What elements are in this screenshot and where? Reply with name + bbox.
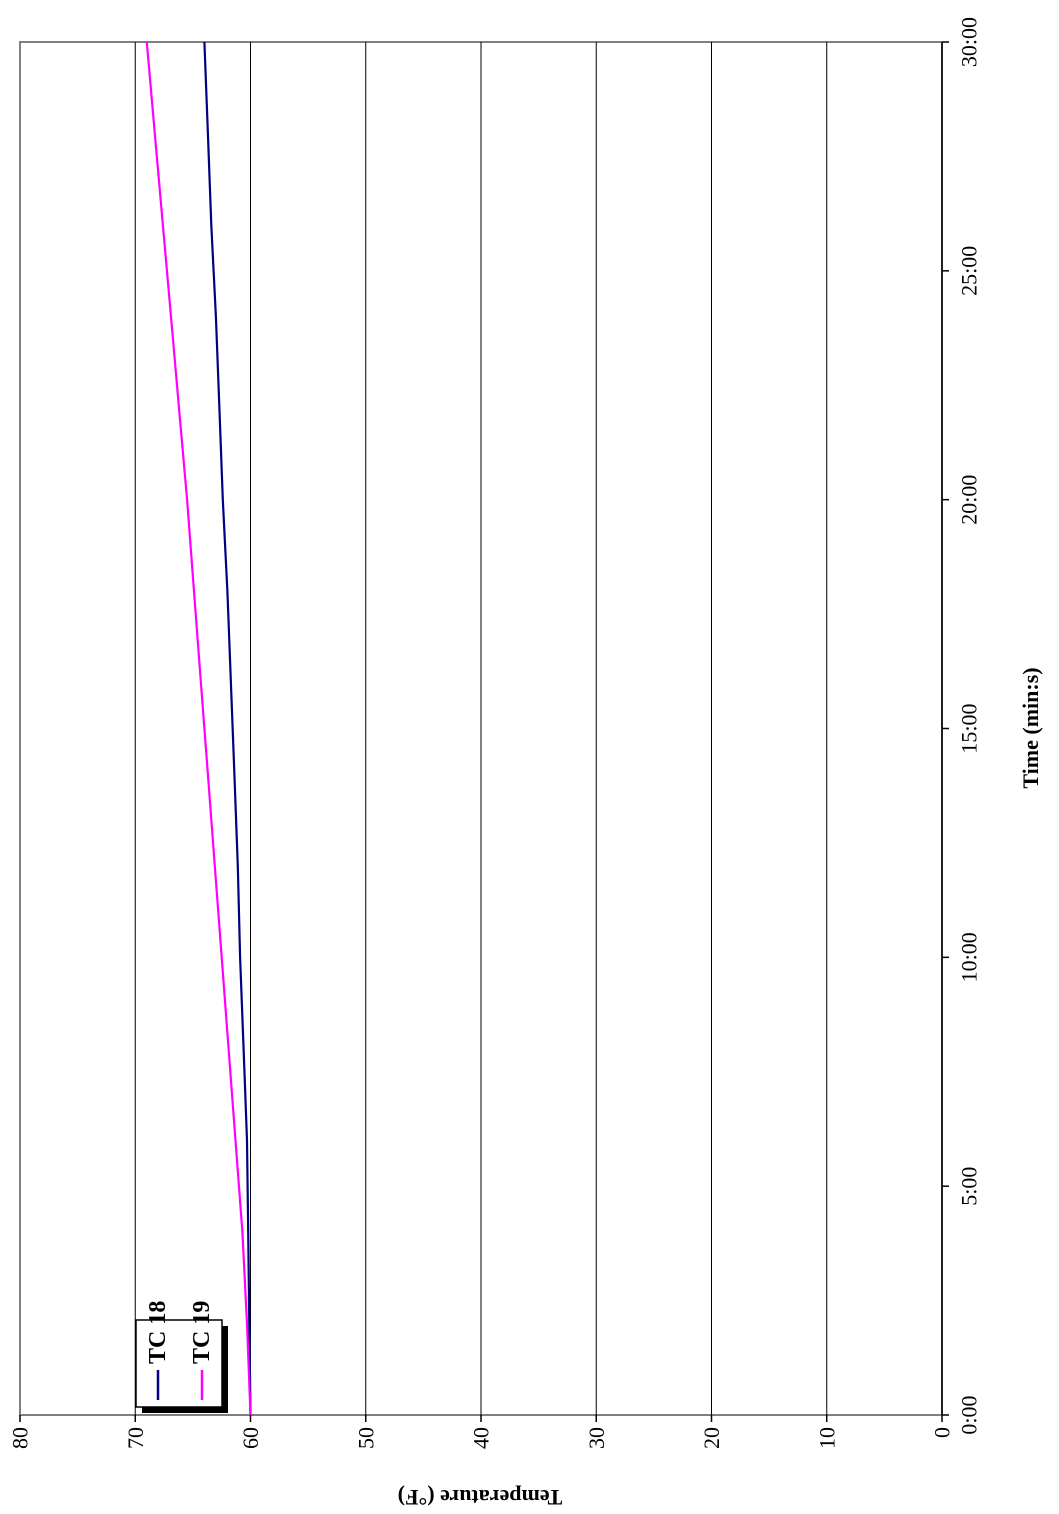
x-tick-label-5: 25:00 (957, 246, 982, 296)
x-tick-label-6: 30:00 (957, 17, 982, 67)
temperature-axis: 0 10 20 30 40 50 60 70 80 (8, 1415, 955, 1449)
legend-label-1: TC 19 (189, 1301, 215, 1364)
x-tick-label-4: 20:00 (957, 475, 982, 525)
legend-box (135, 1319, 223, 1408)
y-tick-label-1: 10 (814, 1427, 839, 1449)
x-tick-label-0: 0:00 (957, 1395, 982, 1434)
y-axis-title: Temperature (°F) (398, 1485, 563, 1510)
y-tick-label-7: 70 (123, 1427, 148, 1449)
y-tick-label-6: 60 (238, 1427, 263, 1449)
series-line-tc-19 (145, 41, 252, 1416)
series-line-tc-18 (203, 41, 252, 1416)
y-tick-label-3: 30 (584, 1427, 609, 1449)
time-axis: 0:00 5:00 10:00 15:00 20:00 25:00 30:00 (941, 17, 982, 1435)
x-tick-label-1: 5:00 (957, 1167, 982, 1206)
y-tick-label-4: 40 (469, 1427, 494, 1449)
legend-label-0: TC 18 (145, 1301, 171, 1364)
legend: TC 18 TC 19 (135, 1301, 228, 1413)
x-tick-label-3: 15:00 (957, 703, 982, 753)
y-tick-label-2: 20 (699, 1427, 724, 1449)
y-tick-label-8: 80 (8, 1427, 33, 1449)
y-tick-label-0: 0 (930, 1427, 955, 1438)
gridlines (134, 42, 828, 1415)
x-axis-title: Time (min:s) (1018, 667, 1043, 788)
y-tick-label-5: 50 (353, 1427, 378, 1449)
x-tick-label-2: 10:00 (957, 932, 982, 982)
series-lines (145, 41, 252, 1416)
